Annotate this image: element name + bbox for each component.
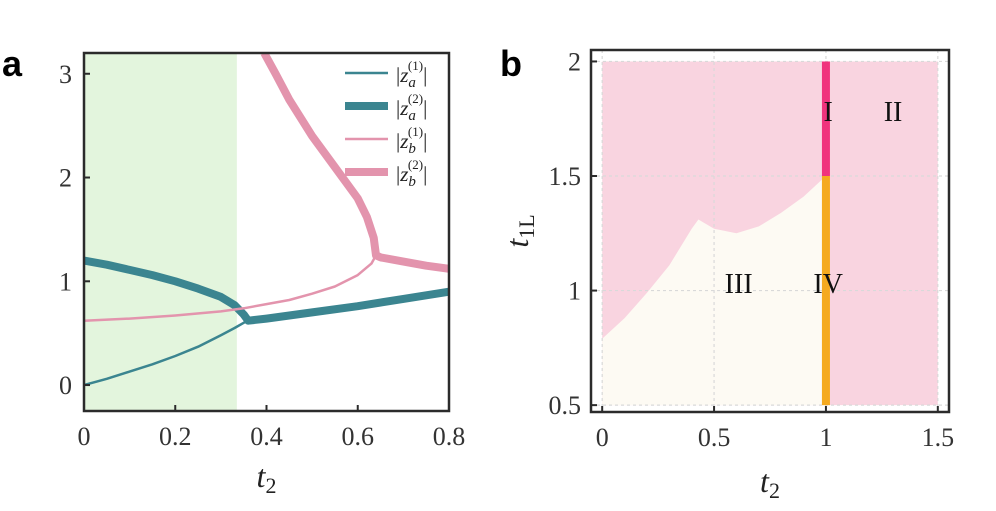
series-line-2 <box>84 256 449 325</box>
x-tick-label: 0.4 <box>250 422 283 451</box>
series-line-4 <box>260 53 449 273</box>
x-tick-label: 0.5 <box>698 423 731 452</box>
panel-a-series <box>84 53 449 387</box>
legend-entry: |za(2)| <box>396 91 427 124</box>
y-tick-label: 2 <box>59 164 72 193</box>
y-tick-label: 3 <box>59 60 72 89</box>
panel-label-b: b <box>500 43 522 84</box>
x-axis-label-b: t2 <box>760 463 780 503</box>
x-tick-label: 0 <box>596 423 609 452</box>
region-label-II: II <box>884 97 903 128</box>
panel-a: 0 0.2 0.4 0.6 0.8 0 1 2 3 |za(1)||za(2)||zb(1)||… <box>2 43 465 498</box>
panel-a-ticks: 0 0.2 0.4 0.6 0.8 0 1 2 3 <box>59 60 465 451</box>
x-tick-label: 0 <box>78 422 91 451</box>
panel-b-ticks: 0 0.5 1 1.5 0.5 1 1.5 2 <box>549 47 955 452</box>
shaded-region <box>84 53 237 411</box>
x-tick-label: 1 <box>819 423 832 452</box>
x-axis-label-a: t2 <box>257 458 277 498</box>
series-line-3 <box>84 254 378 322</box>
region-label-III: III <box>725 269 753 300</box>
x-tick-label: 1.5 <box>922 423 955 452</box>
legend: |za(1)||za(2)||zb(1)||zb(2)| <box>345 58 427 190</box>
region-label-IV: IV <box>813 269 843 300</box>
y-axis-label-b: t1L <box>499 214 539 247</box>
x-tick-label: 0.2 <box>159 422 192 451</box>
x-tick-label: 0.8 <box>433 422 466 451</box>
y-tick-label: 0.5 <box>549 391 582 420</box>
region-label-I: I <box>824 97 833 128</box>
y-tick-label: 1 <box>568 277 581 306</box>
y-tick-label: 1.5 <box>549 162 582 191</box>
series-line-1 <box>84 319 249 387</box>
y-tick-label: 1 <box>59 267 72 296</box>
legend-entry: |zb(1)| <box>396 124 427 157</box>
legend-entry: |za(1)| <box>396 58 427 91</box>
panel-b-frame <box>589 48 951 414</box>
y-tick-label: 0 <box>59 371 72 400</box>
x-tick-label: 0.6 <box>342 422 375 451</box>
y-tick-label: 2 <box>568 47 581 76</box>
legend-entry: |zb(2)| <box>396 157 427 190</box>
panel-label-a: a <box>2 43 23 84</box>
